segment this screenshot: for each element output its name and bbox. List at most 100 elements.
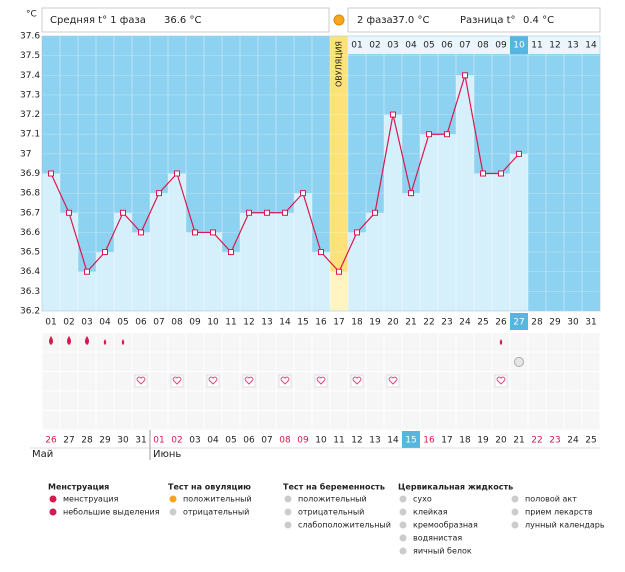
grid-cell [312, 391, 330, 410]
month-label: Июнь [153, 449, 181, 460]
point-marker [48, 170, 54, 177]
grid-cell [528, 352, 546, 371]
menstruation-icon [103, 339, 107, 345]
grid-cell [258, 352, 276, 371]
x-tick-label: 29 [549, 318, 561, 328]
x-tick-label: 25 [477, 318, 488, 328]
bar [348, 232, 366, 311]
point-marker [282, 209, 288, 216]
today-highlight [510, 36, 528, 54]
unit-label: °C [26, 10, 37, 20]
date-label: 24 [567, 436, 579, 446]
cycle-day: 10 [513, 41, 525, 51]
legend-icon [284, 495, 292, 503]
grid-cell [582, 352, 600, 371]
grid-cell [366, 333, 384, 352]
date-label: 19 [477, 436, 489, 446]
grid-cell [582, 333, 600, 352]
diff-value: 0.4 °C [523, 15, 554, 26]
legend-item: яичный белок [413, 547, 472, 556]
point-marker [336, 268, 342, 275]
date-label: 20 [495, 436, 507, 446]
x-tick-label: 09 [189, 318, 201, 328]
grid-cell [150, 372, 168, 391]
grid-cell [474, 411, 492, 430]
grid-cell [114, 391, 132, 410]
grid-cell [150, 352, 168, 371]
grid-cell [132, 411, 150, 430]
y-tick-label: 37.5 [20, 51, 40, 61]
grid-cell [276, 333, 294, 352]
grid-cell [132, 333, 150, 352]
grid-cell [420, 411, 438, 430]
grid-cell [42, 411, 60, 430]
x-tick-label: 11 [225, 318, 236, 328]
legend-item: кремообразная [413, 521, 478, 530]
grid-cell [150, 391, 168, 410]
date-label: 03 [189, 436, 200, 446]
date-label: 05 [225, 436, 236, 446]
grid-cell [150, 411, 168, 430]
grid-cell [564, 352, 582, 371]
grid-cell [546, 333, 564, 352]
date-label: 18 [459, 436, 471, 446]
grid-cell [420, 372, 438, 391]
x-tick-label: 16 [315, 318, 327, 328]
x-tick-label: 26 [495, 318, 507, 328]
intercourse-icon [136, 376, 146, 385]
grid-cell [510, 411, 528, 430]
x-tick-label: 08 [171, 318, 183, 328]
grid-cell [168, 333, 186, 352]
date-label: 08 [279, 436, 291, 446]
grid-cell [78, 352, 96, 371]
grid-cell [474, 352, 492, 371]
legend-icon [399, 495, 407, 503]
grid-cell [60, 391, 78, 410]
y-tick-label: 36.7 [20, 208, 40, 218]
y-tick-label: 37.3 [20, 90, 40, 100]
grid-cell [294, 352, 312, 371]
phase2-value: 37.0 °C [392, 15, 429, 26]
grid-cell [510, 391, 528, 410]
point-marker [156, 190, 162, 197]
grid-cell [528, 333, 546, 352]
grid-cell [96, 372, 114, 391]
x-tick-label: 23 [441, 318, 452, 328]
grid-cell [60, 352, 78, 371]
grid-cell [60, 372, 78, 391]
bar [204, 232, 222, 311]
bar [78, 271, 96, 311]
x-tick-label: 17 [333, 318, 344, 328]
grid-cell [114, 352, 132, 371]
grid-cell [582, 391, 600, 410]
cycle-day: 02 [369, 41, 380, 51]
cycle-day: 11 [531, 41, 542, 51]
date-label: 31 [135, 436, 146, 446]
y-tick-label: 36.6 [20, 228, 40, 238]
header-right [347, 7, 601, 33]
bar [456, 75, 474, 312]
grid-cell [330, 352, 348, 371]
grid-cell [348, 391, 366, 410]
bar [312, 252, 330, 311]
grid-cell [204, 333, 222, 352]
x-tick-label: 10 [207, 318, 219, 328]
grid-cell [456, 372, 474, 391]
x-tick-label: 12 [243, 318, 254, 328]
cycle-day: 04 [405, 41, 417, 51]
y-tick-label: 37.4 [20, 71, 40, 81]
bar [114, 212, 132, 311]
date-label: 17 [441, 436, 452, 446]
date-label: 22 [531, 436, 542, 446]
legend-item: менструация [63, 495, 119, 504]
grid-cell [78, 391, 96, 410]
point-marker [210, 229, 216, 236]
today-highlight [402, 431, 420, 448]
bar [150, 193, 168, 311]
cycle-day: 01 [351, 41, 362, 51]
grid-cell [276, 411, 294, 430]
grid-cell [582, 372, 600, 391]
legend-icon [511, 521, 519, 529]
grid-cell [222, 352, 240, 371]
bar [240, 212, 258, 311]
